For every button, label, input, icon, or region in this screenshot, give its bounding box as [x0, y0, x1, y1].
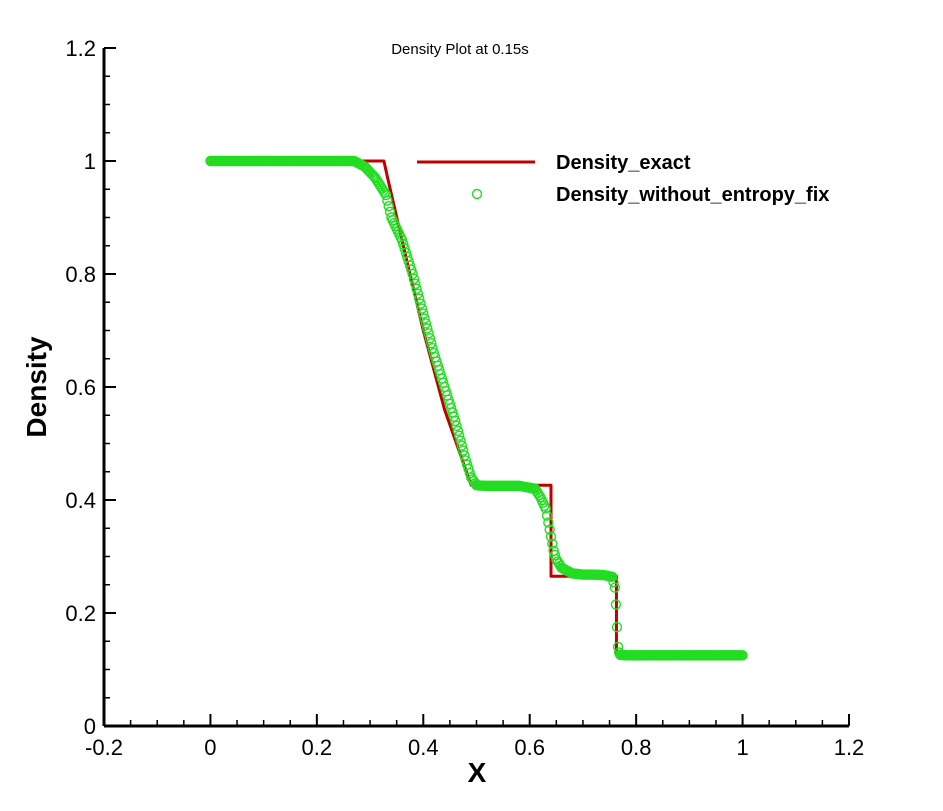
density-without-entropy-fix-marker	[451, 420, 462, 432]
density-without-entropy-fix-marker	[427, 342, 438, 354]
y-tick-label: 0.6	[65, 375, 96, 400]
density-without-entropy-fix-marker	[454, 430, 465, 441]
density-without-entropy-fix-marker	[540, 503, 551, 514]
density-without-entropy-fix-marker	[549, 549, 561, 561]
density-without-entropy-fix-marker	[423, 328, 434, 339]
density-without-entropy-fix-marker	[383, 200, 394, 212]
legend: Density_exact Density_without_entropy_fi…	[417, 152, 829, 206]
density-without-entropy-fix-marker	[410, 278, 421, 290]
density-without-entropy-fix-marker	[455, 435, 466, 446]
density-exact-series	[210, 159, 743, 657]
density-without-entropy-fix-marker	[414, 293, 425, 304]
density-without-entropy-fix-series	[205, 155, 748, 661]
y-tick-label: 1	[84, 149, 96, 174]
density-without-entropy-fix-marker	[380, 189, 392, 201]
density-without-entropy-fix-marker	[452, 425, 464, 436]
density-without-entropy-fix-marker	[407, 268, 418, 280]
density-without-entropy-fix-marker	[544, 524, 555, 535]
density-without-entropy-fix-marker	[545, 531, 557, 542]
x-tick-label: 0.4	[408, 735, 439, 760]
density-without-entropy-fix-marker	[419, 313, 430, 324]
density-without-entropy-fix-marker	[607, 571, 618, 583]
density-without-entropy-fix-marker	[609, 582, 621, 593]
density-without-entropy-fix-marker	[422, 323, 433, 334]
density-without-entropy-fix-marker	[412, 288, 424, 299]
x-tick-label: 0.6	[514, 735, 545, 760]
density-without-entropy-fix-marker	[406, 264, 417, 275]
legend-swatch-density-without-entropy-fix	[471, 188, 483, 200]
density-without-entropy-fix-marker	[411, 283, 422, 295]
density-exact-line	[210, 159, 743, 657]
density-without-entropy-fix-marker	[543, 517, 554, 528]
density-without-entropy-fix-marker	[459, 450, 470, 461]
density-without-entropy-fix-marker	[418, 308, 429, 319]
density-without-entropy-fix-marker	[610, 599, 622, 610]
density-without-entropy-fix-marker	[420, 318, 432, 329]
x-tick-label: 0.8	[621, 735, 652, 760]
y-tick-label: 1.2	[65, 36, 96, 61]
density-without-entropy-fix-marker	[450, 415, 461, 427]
density-without-entropy-fix-marker	[737, 650, 748, 661]
x-tick-label: 1.2	[834, 735, 865, 760]
density-without-entropy-fix-marker	[415, 298, 426, 309]
density-without-entropy-fix-marker	[426, 338, 437, 349]
plot-axes	[102, 48, 849, 728]
y-tick-label: 0.8	[65, 262, 96, 287]
density-without-entropy-fix-marker	[541, 510, 553, 521]
legend-label-density-without-entropy-fix: Density_without_entropy_fix	[556, 184, 829, 206]
y-axis-label: Density	[21, 336, 52, 438]
tick-marks	[103, 47, 850, 727]
x-axis-label: X	[468, 757, 487, 788]
density-without-entropy-fix-marker	[416, 303, 428, 314]
density-without-entropy-fix-marker	[611, 621, 623, 633]
y-tick-label: 0	[84, 714, 96, 739]
x-tick-label: 0	[204, 735, 216, 760]
density-without-entropy-fix-marker	[547, 538, 558, 549]
x-tick-label: -0.2	[85, 735, 123, 760]
tick-labels: -0.2 0 0.2 0.4 0.6 0.8 1 1.200.20.40.60.811.2	[65, 36, 864, 760]
x-tick-label: 0.2	[302, 735, 333, 760]
density-without-entropy-fix-marker	[458, 445, 469, 456]
density-without-entropy-fix-marker	[424, 333, 436, 344]
legend-label-density-exact: Density_exact	[556, 152, 691, 174]
density-without-entropy-fix-marker	[456, 440, 468, 451]
chart-title: Density Plot at 0.15s	[391, 41, 529, 58]
density-without-entropy-fix-marker	[448, 411, 460, 422]
x-tick-label: 1	[736, 735, 748, 760]
density-without-entropy-fix-marker	[608, 577, 619, 588]
density-without-entropy-fix-marker	[382, 195, 393, 206]
y-tick-label: 0.2	[65, 601, 96, 626]
density-without-entropy-fix-marker	[464, 467, 476, 479]
y-tick-label: 0.4	[65, 488, 96, 513]
density-without-entropy-fix-marker	[408, 273, 420, 285]
